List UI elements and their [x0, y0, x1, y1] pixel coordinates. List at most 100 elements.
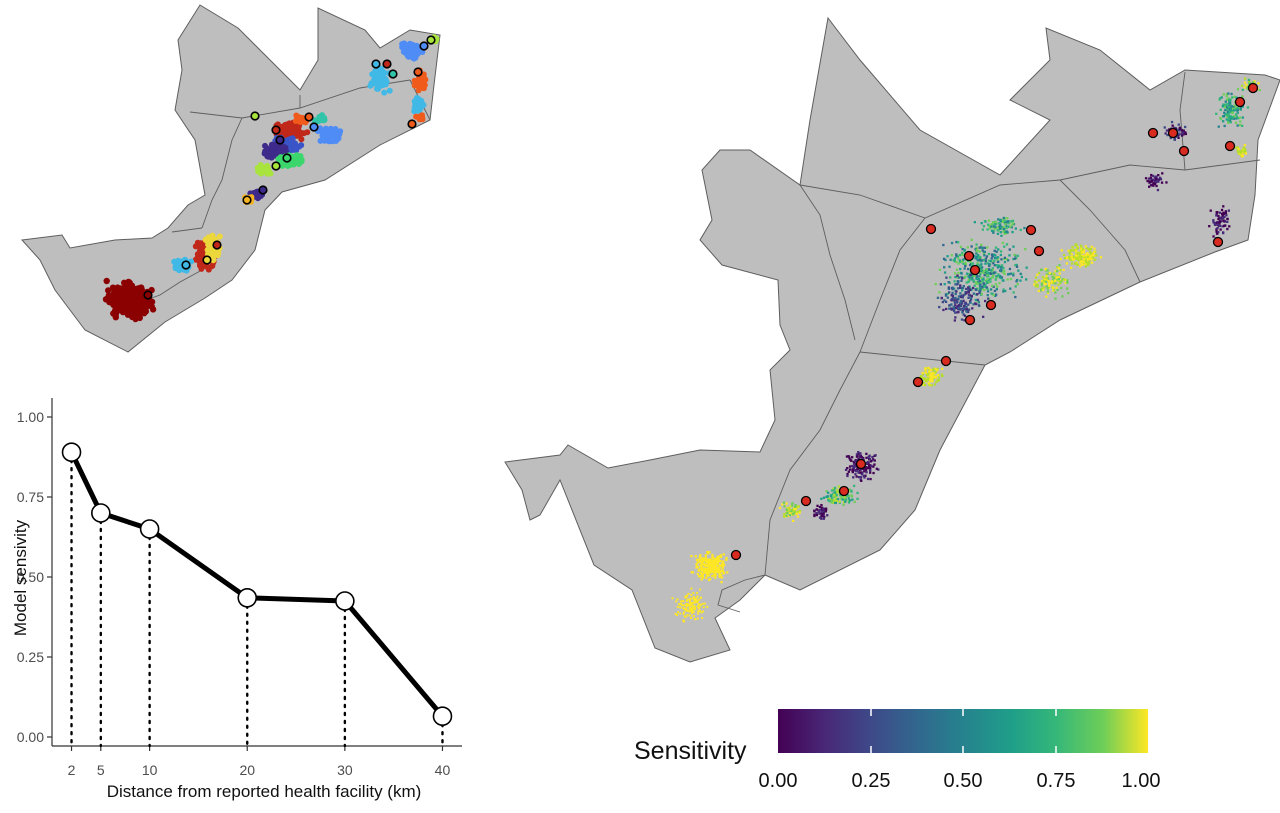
map-point: [969, 278, 972, 281]
map-point: [1227, 114, 1230, 117]
map-point: [837, 485, 840, 488]
map-point: [683, 608, 686, 611]
map-point: [1007, 273, 1010, 276]
map-point: [1163, 126, 1166, 129]
y-tick-label: 0.75: [17, 489, 44, 505]
map-point: [1000, 269, 1003, 273]
map-point: [1058, 272, 1061, 275]
map-point: [1001, 241, 1004, 245]
map-point: [1011, 223, 1014, 226]
map-point: [986, 262, 989, 265]
map-point: [830, 495, 833, 498]
map-point: [1243, 148, 1247, 151]
map-point: [978, 275, 981, 278]
map-point: [1153, 182, 1157, 186]
map-point: [1000, 234, 1003, 237]
map-point: [868, 467, 872, 470]
map-point: [932, 375, 935, 378]
map-point: [1216, 221, 1219, 224]
map-point: [333, 130, 340, 137]
map-point: [1212, 219, 1215, 222]
map-point: [1013, 253, 1016, 256]
map-point: [711, 575, 714, 578]
map-point: [706, 558, 710, 561]
map-point: [1005, 225, 1008, 228]
map-point: [1226, 220, 1229, 223]
map-point: [835, 495, 838, 498]
map-point: [1079, 259, 1082, 262]
map-point: [1046, 287, 1049, 290]
map-point: [964, 302, 968, 306]
map-point: [1056, 288, 1059, 291]
map-point: [1009, 287, 1012, 290]
map-point: [1224, 212, 1228, 215]
map-point: [846, 472, 849, 476]
map-point: [1178, 126, 1182, 129]
map-point: [860, 472, 863, 476]
map-point: [851, 456, 854, 459]
map-point: [955, 240, 958, 244]
map-point: [1219, 116, 1222, 120]
map-point: [993, 271, 996, 274]
map-point: [956, 276, 959, 279]
map-point: [688, 605, 691, 608]
map-point: [794, 504, 797, 507]
map-point: [951, 294, 954, 297]
map-point: [1175, 135, 1178, 138]
map-point: [708, 558, 711, 561]
map-point: [1238, 123, 1242, 127]
map-point: [959, 304, 963, 307]
map-point: [984, 259, 987, 263]
map-point: [961, 311, 964, 314]
map-point: [831, 501, 834, 504]
map-point: [954, 292, 957, 296]
map-point: [871, 455, 874, 459]
map-point: [112, 290, 120, 297]
map-point: [1045, 285, 1048, 288]
map-point: [148, 298, 156, 306]
map-point: [688, 607, 691, 610]
map-point: [1003, 220, 1007, 223]
map-point: [698, 606, 701, 609]
map-point: [1015, 263, 1018, 267]
map-point: [298, 142, 305, 149]
map-point: [994, 254, 997, 257]
map-point: [957, 297, 960, 301]
map-point: [1012, 274, 1015, 277]
map-point: [1218, 224, 1222, 227]
map-point: [996, 232, 1000, 235]
map-point: [1184, 125, 1187, 129]
map-point: [415, 75, 422, 82]
map-point: [847, 501, 851, 504]
map-point: [984, 283, 987, 286]
map-point: [1152, 174, 1155, 178]
y-tick-label: 0.00: [17, 729, 44, 745]
map-point: [192, 256, 199, 263]
map-point: [960, 302, 963, 305]
map-point: [1088, 262, 1091, 265]
map-point: [967, 275, 970, 278]
map-point: [853, 463, 856, 466]
map-point: [1169, 136, 1172, 140]
map-point: [951, 291, 954, 295]
map-point: [1217, 217, 1220, 221]
map-point: [1055, 269, 1059, 273]
map-point: [1013, 257, 1017, 260]
map-point: [964, 275, 967, 278]
map-point: [1218, 98, 1221, 101]
map-point: [1147, 177, 1151, 180]
map-point: [1089, 252, 1092, 256]
map-point: [691, 610, 693, 613]
map-point: [701, 602, 704, 605]
map-point: [1223, 111, 1226, 114]
map-point: [713, 571, 716, 574]
map-point: [1224, 108, 1227, 112]
map-point: [296, 114, 303, 121]
map-point: [1239, 151, 1242, 154]
map-point: [1000, 264, 1004, 267]
map-point: [928, 383, 931, 386]
facility-marker: [1178, 145, 1190, 157]
map-point: [698, 598, 701, 601]
map-point: [974, 281, 977, 284]
map-point: [103, 277, 110, 285]
